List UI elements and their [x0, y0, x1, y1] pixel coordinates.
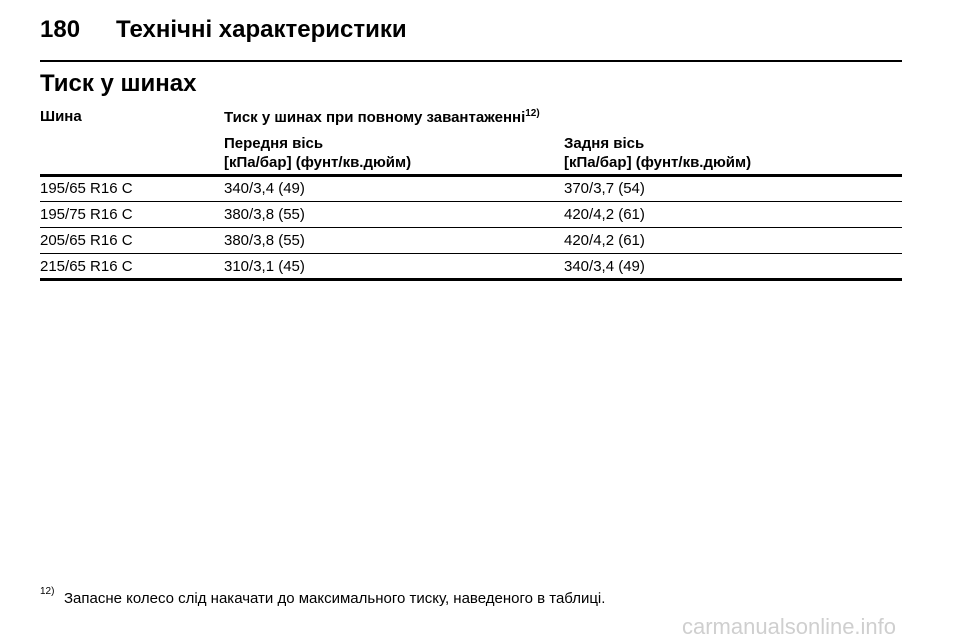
- rear-pressure-cell: 420/4,2 (61): [564, 232, 645, 249]
- front-axle-units: [кПа/бар] (фунт/кв.дюйм): [224, 154, 412, 171]
- rear-axle-header: Задня вісь: [564, 135, 645, 152]
- tyre-size-cell: 205/65 R16 C: [40, 232, 133, 249]
- table-bottom-rule: [40, 278, 902, 281]
- tyre-size-cell: 195/65 R16 C: [40, 180, 133, 197]
- column-header-pressure: Тиск у шинах при повному завантаженні12): [224, 108, 540, 126]
- front-pressure-cell: 340/3,4 (49): [224, 180, 305, 197]
- row-divider: [40, 227, 902, 228]
- section-title: Тиск у шинах: [40, 70, 197, 97]
- tyre-size-cell: 215/65 R16 C: [40, 258, 133, 275]
- tyre-size-cell: 195/75 R16 C: [40, 206, 133, 223]
- row-divider: [40, 201, 902, 202]
- rear-pressure-cell: 370/3,7 (54): [564, 180, 645, 197]
- page-header: 180 Технічні характеристики: [40, 16, 902, 62]
- front-pressure-cell: 380/3,8 (55): [224, 232, 305, 249]
- front-pressure-cell: 380/3,8 (55): [224, 206, 305, 223]
- rear-pressure-cell: 340/3,4 (49): [564, 258, 645, 275]
- footnote-mark: 12): [40, 586, 55, 597]
- rear-pressure-cell: 420/4,2 (61): [564, 206, 645, 223]
- row-divider: [40, 253, 902, 254]
- front-pressure-cell: 310/3,1 (45): [224, 258, 305, 275]
- footnote-reference: 12): [525, 108, 540, 119]
- column-header-pressure-label: Тиск у шинах при повному завантаженні: [224, 109, 526, 126]
- watermark: carmanualsonline.info: [682, 614, 897, 639]
- footnote-text: Запасне колесо слід накачати до максимал…: [64, 590, 606, 607]
- column-header-tyre: Шина: [40, 108, 82, 125]
- rear-axle-units: [кПа/бар] (фунт/кв.дюйм): [564, 154, 752, 171]
- front-axle-header: Передня вісь: [224, 135, 324, 152]
- page-number: 180: [40, 16, 81, 43]
- table-header-rule: [40, 174, 902, 177]
- chapter-title: Технічні характеристики: [116, 16, 407, 43]
